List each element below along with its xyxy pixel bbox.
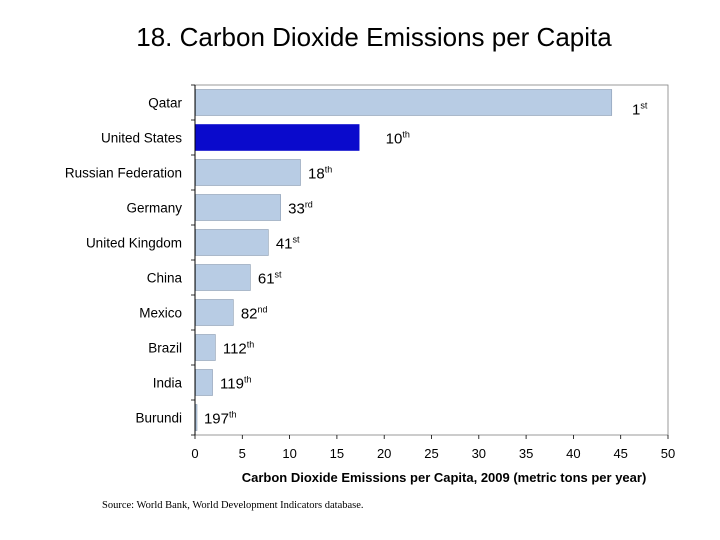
bar-united-states (195, 124, 360, 151)
x-tick-label: 40 (566, 446, 580, 461)
category-label: China (147, 271, 183, 286)
bar-india (195, 369, 213, 396)
rank-label: 10th (386, 130, 410, 148)
x-tick-label: 15 (330, 446, 344, 461)
category-label: Burundi (135, 411, 182, 426)
x-tick-label: 45 (613, 446, 627, 461)
category-label: Russian Federation (65, 166, 182, 181)
bar-germany (195, 194, 281, 221)
x-tick-label: 35 (519, 446, 533, 461)
x-tick-label: 10 (282, 446, 296, 461)
bar-qatar (195, 89, 613, 116)
x-tick-label: 20 (377, 446, 391, 461)
x-axis: 0 5 10 15 20 25 30 35 40 45 50 (191, 84, 675, 461)
rank-label: 119th (220, 375, 251, 393)
bar-burundi (195, 404, 198, 431)
bars-layer (195, 89, 613, 431)
rank-label: 82nd (241, 305, 268, 323)
x-tick-label: 25 (424, 446, 438, 461)
x-tick-label: 30 (472, 446, 486, 461)
bar-united-kingdom (195, 229, 269, 256)
category-label: India (153, 376, 183, 391)
rank-label: 33rd (288, 200, 313, 218)
rank-label: 18th (308, 165, 332, 183)
x-tick-label: 50 (661, 446, 675, 461)
category-label: Qatar (148, 96, 182, 111)
rank-label: 41st (276, 235, 300, 253)
category-labels: Qatar United States Russian Federation Germ… (65, 96, 183, 426)
x-tick-label: 0 (191, 446, 198, 461)
category-label: Mexico (139, 306, 182, 321)
source-note: Source: World Bank, World Development In… (102, 500, 364, 511)
category-label: Brazil (148, 341, 182, 356)
rank-label: 112th (223, 340, 254, 358)
x-tick-label: 5 (239, 446, 246, 461)
x-axis-title: Carbon Dioxide Emissions per Capita, 200… (242, 470, 647, 485)
rank-labels: 1st 10th 18th 33rd 41st 61st 82nd 112th 119th 197… (204, 101, 648, 428)
bar-mexico (195, 299, 234, 326)
category-label: United Kingdom (86, 236, 182, 251)
slide-title: 18. Carbon Dioxide Emissions per Capita (136, 22, 612, 52)
rank-label: 61st (258, 270, 282, 288)
bar-brazil (195, 334, 216, 361)
rank-label: 1st (632, 101, 648, 119)
bar-russian-federation (195, 159, 301, 186)
category-label: Germany (126, 201, 182, 216)
rank-label: 197th (204, 410, 237, 428)
category-label: United States (101, 131, 182, 146)
bar-china (195, 264, 251, 291)
